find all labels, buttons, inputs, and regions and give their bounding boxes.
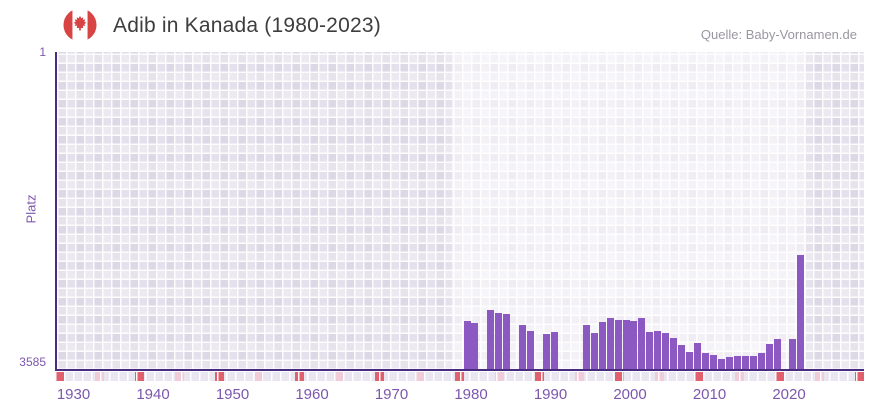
y-tick-max: 1 — [39, 45, 46, 59]
x-tick-2010: 2010 — [692, 386, 727, 403]
bar-2016[interactable] — [749, 355, 757, 370]
bar-1990[interactable] — [543, 334, 550, 370]
x-tick-1960: 1960 — [295, 386, 329, 403]
bar-2013[interactable] — [725, 356, 733, 370]
source-credit: Quelle: Baby-Vornamen.de — [700, 27, 857, 42]
bar-1991[interactable] — [550, 331, 558, 370]
chart-title: Adib in Kanada (1980-2023) — [113, 14, 381, 37]
x-tick-1930: 1930 — [56, 386, 91, 403]
data-range-highlight-band — [451, 52, 806, 370]
bar-2009[interactable] — [694, 343, 702, 370]
bar-2004[interactable] — [654, 330, 662, 370]
y-axis-title: Platz — [23, 194, 39, 224]
bar-2022[interactable] — [797, 255, 805, 370]
x-tick-1970: 1970 — [374, 386, 409, 403]
bar-2001[interactable] — [630, 320, 638, 370]
bar-2005[interactable] — [662, 332, 670, 370]
bar-2010[interactable] — [702, 353, 709, 370]
bar-1988[interactable] — [527, 330, 535, 370]
bar-1985[interactable] — [503, 314, 511, 370]
bar-1997[interactable] — [598, 321, 606, 370]
bar-1995[interactable] — [582, 324, 590, 370]
bar-1996[interactable] — [590, 333, 598, 370]
x-axis-line — [55, 369, 864, 371]
canada-flag-icon — [63, 8, 97, 42]
bar-1999[interactable] — [614, 320, 622, 370]
bar-2017[interactable] — [757, 353, 765, 370]
bar-2021[interactable] — [789, 339, 797, 370]
bar-2006[interactable] — [670, 338, 678, 370]
bar-2000[interactable] — [622, 320, 630, 370]
bar-2011[interactable] — [709, 354, 717, 370]
x-tick-1980: 1980 — [454, 386, 488, 403]
bar-2008[interactable] — [686, 352, 694, 370]
bar-1983[interactable] — [487, 309, 495, 370]
x-tick-2020: 2020 — [772, 386, 806, 403]
y-axis-line — [55, 52, 57, 371]
x-tick-1990: 1990 — [533, 386, 568, 403]
bar-2019[interactable] — [773, 339, 781, 370]
x-tick-1950: 1950 — [215, 386, 250, 403]
bar-2007[interactable] — [678, 344, 686, 370]
bar-2012[interactable] — [717, 359, 725, 370]
bar-1981[interactable] — [471, 322, 479, 370]
bar-2002[interactable] — [638, 317, 646, 370]
bar-1980[interactable] — [463, 321, 471, 370]
x-tick-2000: 2000 — [613, 386, 647, 403]
bar-1998[interactable] — [606, 317, 614, 370]
bar-2018[interactable] — [765, 343, 773, 370]
decorative-axis-strip — [55, 372, 864, 381]
bar-2015[interactable] — [741, 355, 749, 370]
y-tick-min: 3585 — [19, 355, 46, 369]
bar-1987[interactable] — [519, 324, 527, 370]
bar-2003[interactable] — [646, 331, 654, 370]
bar-1984[interactable] — [495, 313, 503, 370]
bar-2014[interactable] — [733, 355, 741, 370]
x-tick-1940: 1940 — [136, 386, 170, 403]
